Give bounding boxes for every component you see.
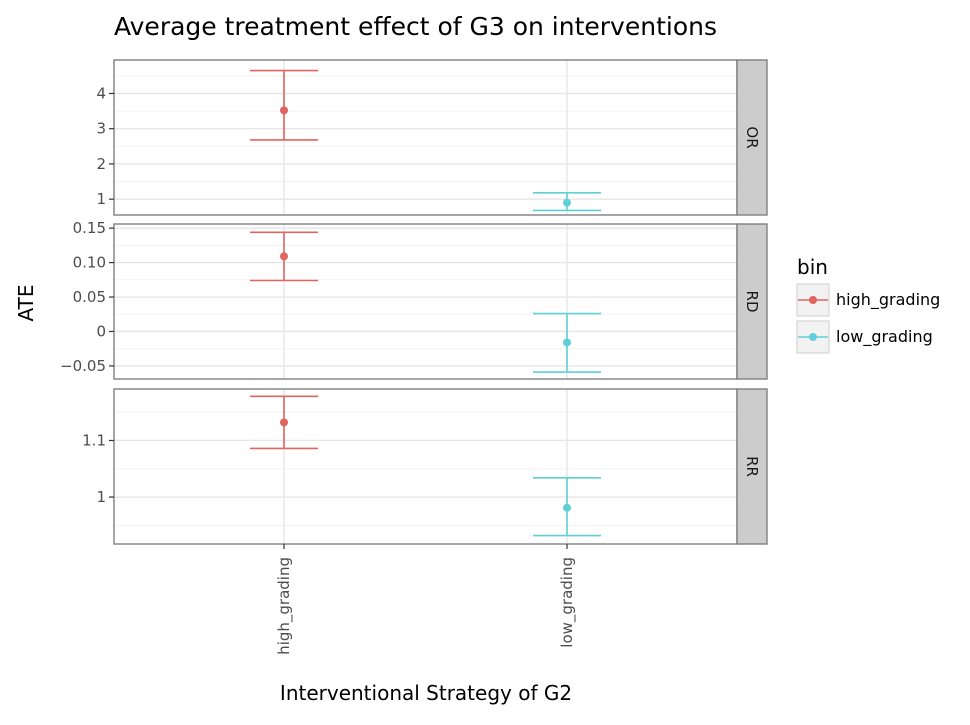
strip-label: OR bbox=[743, 126, 761, 148]
panel-background bbox=[114, 389, 737, 544]
errorbar-low_grading bbox=[533, 477, 601, 537]
y-tick-label: 0.10 bbox=[73, 254, 106, 272]
strip-label: RR bbox=[743, 456, 761, 477]
y-tick-label: 2 bbox=[96, 155, 106, 173]
strip-background bbox=[736, 388, 768, 545]
legend-title: bin bbox=[797, 255, 828, 279]
point-estimate bbox=[280, 418, 288, 427]
point-estimate bbox=[280, 106, 288, 115]
strip-background bbox=[736, 223, 768, 380]
facet-panel-or: 1 2 3 4 OR bbox=[96, 59, 768, 216]
strip-label: RD bbox=[743, 291, 761, 313]
chart-title: Average treatment effect of G3 on interv… bbox=[114, 12, 717, 41]
point-estimate bbox=[563, 198, 571, 207]
panel-background bbox=[114, 60, 737, 215]
facet-panel-rr: 1 1.1 RR bbox=[82, 388, 768, 545]
facet-panels: 1 2 3 4 OR −0.05 0 0.05 0.10 0.15 RD 1 1.1 RR bbox=[60, 59, 768, 545]
panel-background bbox=[114, 224, 737, 379]
facet-panel-rd: −0.05 0 0.05 0.10 0.15 RD bbox=[60, 219, 768, 380]
point-estimate bbox=[563, 338, 571, 347]
y-tick-label: −0.05 bbox=[60, 357, 106, 375]
errorbar-high_grading bbox=[250, 69, 318, 141]
y-axis-title: ATE bbox=[14, 285, 38, 322]
legend: bin high_grading low_grading bbox=[796, 255, 940, 354]
legend-item-low_grading: low_grading bbox=[796, 320, 933, 354]
x-tick-label: low_grading bbox=[558, 557, 577, 648]
y-tick-label: 0.15 bbox=[73, 219, 106, 237]
errorbar-high_grading bbox=[250, 395, 318, 450]
legend-item-high_grading: high_grading bbox=[796, 283, 940, 317]
legend-label: high_grading bbox=[836, 290, 940, 310]
y-tick-label: 1.1 bbox=[82, 431, 106, 449]
legend-label: low_grading bbox=[836, 327, 933, 347]
y-tick-label: 4 bbox=[96, 84, 106, 102]
y-tick-label: 3 bbox=[96, 120, 106, 138]
legend-key-point bbox=[809, 296, 817, 304]
x-axis-title: Interventional Strategy of G2 bbox=[280, 681, 572, 705]
strip-background bbox=[736, 59, 768, 216]
point-estimate bbox=[563, 503, 571, 512]
errorbar-high_grading bbox=[250, 231, 318, 282]
y-tick-label: 1 bbox=[96, 488, 106, 506]
y-tick-label: 0.05 bbox=[73, 288, 106, 306]
point-estimate bbox=[280, 252, 288, 261]
x-axis-ticks: high_grading low_grading bbox=[275, 544, 577, 655]
errorbar-low_grading bbox=[533, 192, 601, 212]
errorbar-low_grading bbox=[533, 312, 601, 373]
y-tick-label: 0 bbox=[96, 322, 106, 340]
y-tick-label: 1 bbox=[96, 190, 106, 208]
x-tick-label: high_grading bbox=[275, 557, 294, 655]
legend-key-point bbox=[809, 333, 817, 341]
